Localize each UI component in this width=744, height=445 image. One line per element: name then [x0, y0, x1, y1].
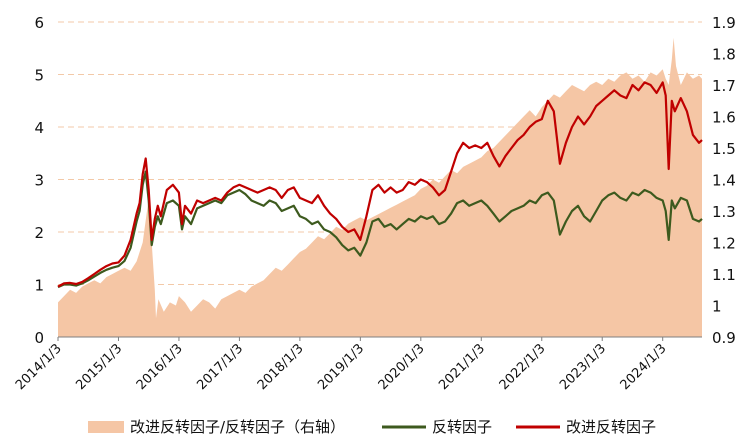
- left-tick-label-2: 2: [34, 224, 44, 242]
- left-tick-label-4: 4: [34, 119, 44, 137]
- series-line-1: [57, 170, 703, 289]
- x-tick-label-8: 2022/1/3: [497, 341, 549, 393]
- legend-label-0: 改进反转因子/反转因子（右轴）: [130, 418, 345, 436]
- left-tick-label-6: 6: [34, 14, 44, 32]
- right-tick-label-0: 0.9: [712, 329, 736, 347]
- x-tick-label-0: 2014/1/3: [13, 341, 65, 393]
- x-tick-label-9: 2023/1/3: [557, 341, 609, 393]
- left-tick-label-1: 1: [34, 277, 44, 295]
- right-tick-label-3: 1.2: [712, 235, 736, 253]
- x-tick-label-3: 2017/1/3: [194, 341, 246, 393]
- legend-label-2: 改进反转因子: [566, 418, 656, 436]
- x-tick-label-5: 2019/1/3: [315, 341, 367, 393]
- right-tick-label-1: 1: [712, 298, 722, 316]
- legend-label-1: 反转因子: [432, 418, 492, 436]
- right-tick-label-7: 1.6: [712, 109, 736, 127]
- right-tick-label-4: 1.3: [712, 203, 736, 221]
- line-series-group: [57, 81, 703, 289]
- x-tick-label-6: 2020/1/3: [376, 341, 428, 393]
- legend-swatch-area: [88, 421, 124, 433]
- x-tick-label-1: 2015/1/3: [73, 341, 125, 393]
- series-area-ratio: [58, 37, 702, 337]
- x-tick-label-4: 2018/1/3: [255, 341, 307, 393]
- right-tick-label-8: 1.7: [712, 77, 736, 95]
- x-tick-label-2: 2016/1/3: [134, 341, 186, 393]
- x-tick-label-10: 2024/1/3: [618, 341, 670, 393]
- right-tick-label-9: 1.8: [712, 46, 736, 64]
- right-tick-label-5: 1.4: [712, 172, 736, 190]
- left-tick-label-5: 5: [34, 67, 44, 85]
- right-tick-label-6: 1.5: [712, 140, 736, 158]
- left-tick-label-3: 3: [34, 172, 44, 190]
- right-tick-label-2: 1.1: [712, 266, 736, 284]
- left-tick-label-0: 0: [34, 329, 44, 347]
- legend: 改进反转因子/反转因子（右轴） 反转因子 改进反转因子: [88, 418, 656, 436]
- series-line-2: [57, 81, 703, 288]
- right-tick-label-10: 1.9: [712, 14, 736, 32]
- area-series-group: [58, 37, 702, 337]
- x-tick-label-7: 2021/1/3: [436, 341, 488, 393]
